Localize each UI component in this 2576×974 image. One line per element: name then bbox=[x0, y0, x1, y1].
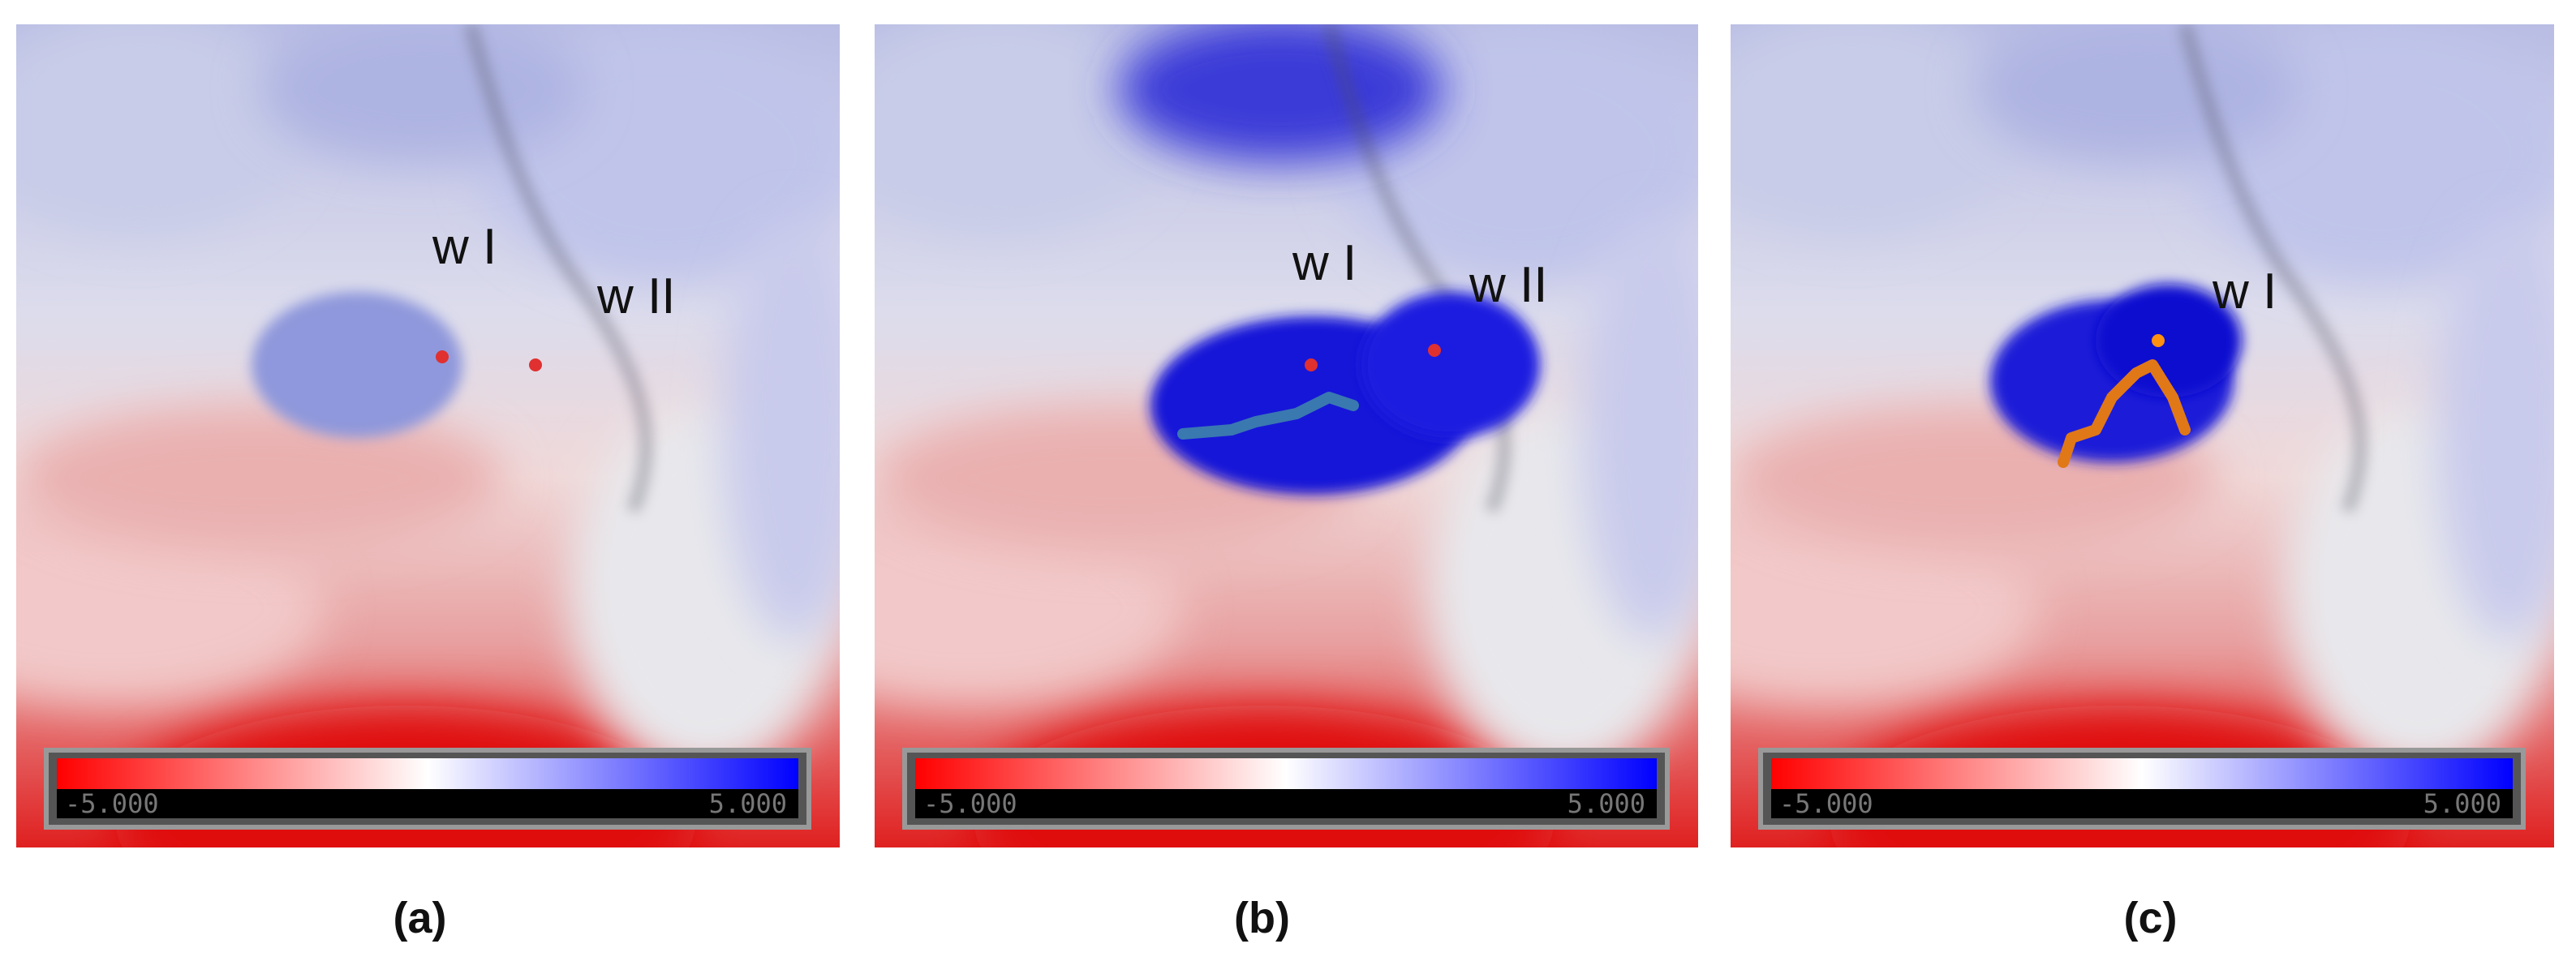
water bbox=[529, 358, 542, 371]
groove bbox=[2178, 24, 2367, 513]
site-label: w I bbox=[1292, 235, 1357, 291]
surface-patch bbox=[2436, 219, 2554, 641]
panel: w I w II -5.000 5.000 (a) bbox=[16, 24, 840, 942]
colorbar-min: -5.000 bbox=[923, 788, 1017, 819]
site-label: w II bbox=[596, 268, 675, 324]
surface bbox=[875, 24, 1698, 847]
colorbar-max: 5.000 bbox=[1568, 788, 1645, 819]
ligand bbox=[2058, 359, 2191, 468]
colorbar-band bbox=[57, 789, 798, 818]
surface-patch bbox=[722, 219, 840, 641]
surface-patch bbox=[1731, 511, 2039, 706]
pocket bbox=[252, 292, 462, 438]
surface-patch bbox=[1580, 219, 1698, 641]
water bbox=[1305, 358, 1318, 371]
groove bbox=[464, 24, 653, 513]
surface-patch bbox=[1974, 24, 2299, 162]
colorbar-gradient bbox=[1771, 758, 2513, 789]
caption: (c) bbox=[2124, 894, 2178, 942]
surface-patch bbox=[1731, 24, 2015, 235]
surface-patch bbox=[16, 24, 300, 235]
site-label: w II bbox=[1469, 257, 1547, 313]
surface bbox=[16, 24, 840, 847]
colorbar-band bbox=[915, 789, 1657, 818]
water bbox=[1428, 344, 1441, 357]
colorbar-min: -5.000 bbox=[65, 788, 159, 819]
water bbox=[436, 350, 449, 363]
surface-patch bbox=[16, 511, 325, 706]
surface-patch bbox=[875, 511, 1183, 706]
surface-patch bbox=[1118, 24, 1443, 162]
colorbar-band bbox=[1771, 789, 2513, 818]
ligand bbox=[1177, 392, 1359, 440]
groove bbox=[1322, 24, 1512, 513]
caption: (a) bbox=[393, 894, 447, 942]
colorbar-gradient bbox=[915, 758, 1657, 789]
surface-patch bbox=[260, 24, 584, 162]
colorbar-gradient bbox=[57, 758, 798, 789]
pocket bbox=[2096, 284, 2242, 397]
surface-patch bbox=[16, 405, 503, 551]
colorbar-min: -5.000 bbox=[1779, 788, 1873, 819]
pocket bbox=[1361, 292, 1540, 438]
colorbar-max: 5.000 bbox=[2423, 788, 2501, 819]
surface-patch bbox=[875, 24, 1159, 235]
caption: (b) bbox=[1234, 894, 1290, 942]
panel: w I -5.000 5.000 (c) bbox=[1731, 24, 2554, 942]
panel: w I w II -5.000 5.000 (b) bbox=[875, 24, 1698, 942]
site-label: w I bbox=[2212, 264, 2277, 320]
surface bbox=[1731, 24, 2554, 847]
site-label: w I bbox=[432, 219, 497, 275]
colorbar-max: 5.000 bbox=[709, 788, 787, 819]
water bbox=[2152, 334, 2165, 347]
